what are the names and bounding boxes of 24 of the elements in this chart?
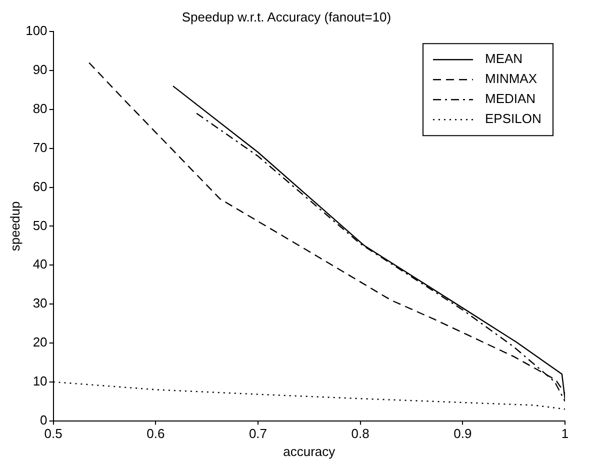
y-tick-label: 70 <box>32 140 48 155</box>
y-tick-label: 10 <box>32 373 48 388</box>
x-tick-label: 0.9 <box>454 426 472 442</box>
legend-label: MINMAX <box>485 71 538 86</box>
y-tick-label: 60 <box>32 178 48 194</box>
y-tick-label: 50 <box>32 218 48 233</box>
x-tick-label: 0.6 <box>146 426 165 442</box>
y-tick-label: 100 <box>26 23 48 38</box>
x-tick-label: 0.8 <box>351 426 370 442</box>
legend-label: EPSILON <box>485 111 542 126</box>
y-tick-label: 80 <box>32 101 48 116</box>
legend-label: MEAN <box>485 51 523 66</box>
y-tick-label: 40 <box>32 256 48 272</box>
x-tick-label: 1 <box>561 426 569 442</box>
y-axis-title: speedup <box>7 201 22 252</box>
x-axis-title: accuracy <box>283 444 336 459</box>
x-tick-label: 0.5 <box>44 426 62 442</box>
y-tick-label: 30 <box>32 296 48 311</box>
y-tick-label: 90 <box>32 62 48 78</box>
y-tick-label: 0 <box>40 412 48 428</box>
x-tick-label: 0.7 <box>248 426 268 442</box>
legend-label: MEDIAN <box>485 91 536 106</box>
y-tick-label: 20 <box>32 334 48 350</box>
chart-title: Speedup w.r.t. Accuracy (fanout=10) <box>182 9 392 24</box>
